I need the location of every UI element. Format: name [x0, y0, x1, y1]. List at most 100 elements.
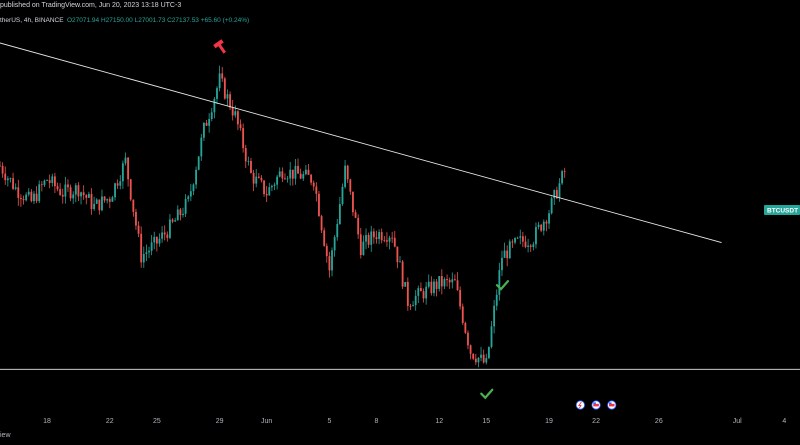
time-axis[interactable]: 18 22 25 29 Jun 5 8 12 15 19 22 26 Jul 4: [43, 418, 786, 425]
candle-body: [495, 294, 498, 306]
candle-body: [242, 128, 245, 149]
candle-body: [472, 353, 475, 359]
candle-body: [467, 332, 469, 346]
candle-body: [108, 199, 111, 202]
candle-body: [268, 187, 271, 196]
candle-body: [260, 177, 263, 181]
candle-body: [17, 187, 20, 198]
x-tick-label: 26: [655, 418, 663, 425]
candle-body: [420, 288, 422, 292]
candle-body: [231, 107, 234, 116]
candle-body: [140, 233, 143, 263]
candle-body: [166, 234, 169, 238]
last-price-tag-label: BTCUSDT: [767, 208, 798, 215]
candle-body: [529, 245, 532, 247]
candle-body: [255, 176, 258, 184]
candle-body: [281, 171, 284, 179]
candle-body: [161, 232, 164, 239]
candle-body: [359, 234, 362, 256]
candle-body: [519, 236, 522, 238]
candle-body: [325, 245, 328, 257]
x-tick-label: 12: [435, 418, 443, 425]
candle-body: [555, 190, 558, 199]
candle-body: [213, 98, 216, 113]
candle-body: [414, 295, 417, 306]
candle-body: [440, 276, 443, 287]
candle-body: [22, 199, 25, 201]
candle-body: [333, 237, 336, 251]
candle-body: [234, 111, 237, 116]
candle-body: [208, 119, 211, 126]
candle-body: [273, 184, 276, 186]
candle-body: [179, 209, 182, 216]
candle-body: [48, 180, 51, 183]
candle-body: [116, 183, 119, 186]
candle-body: [223, 78, 226, 99]
candle-body: [182, 213, 184, 216]
x-tick-label: 19: [545, 418, 553, 425]
candle-body: [103, 196, 106, 201]
candle-body: [501, 257, 503, 271]
candle-body: [553, 190, 556, 199]
candle-body: [289, 169, 292, 179]
drawings-layer: [0, 42, 800, 370]
candle-body: [46, 180, 48, 181]
candle-body: [286, 178, 289, 180]
candle-body: [124, 157, 127, 164]
candle-body: [391, 237, 394, 239]
candle-body: [12, 178, 14, 189]
published-caption: published on TradingView.com, Jun 20, 20…: [0, 2, 182, 9]
candle-body: [304, 169, 307, 175]
candle-body: [346, 165, 349, 180]
lightning-icon: [575, 400, 585, 410]
candle-body: [6, 178, 9, 181]
candle-body: [338, 204, 341, 224]
candle-body: [229, 94, 231, 108]
candle-body: [315, 186, 318, 194]
candle-body: [174, 220, 177, 222]
candle-body: [153, 236, 156, 243]
candle-body: [542, 221, 545, 231]
candle-body: [456, 280, 459, 290]
buy-signal-checkmark-icon: [480, 388, 494, 400]
candle-body: [250, 160, 252, 173]
tradingview-brand: iew: [0, 432, 11, 439]
candle-body: [535, 227, 537, 245]
candle-body: [307, 169, 310, 175]
x-tick-label: Jul: [733, 418, 742, 425]
x-tick-label: 18: [43, 418, 51, 425]
candle-body: [527, 245, 530, 247]
markers-layer: [213, 39, 617, 410]
candle-body: [299, 173, 302, 179]
candle-body: [20, 197, 22, 200]
candle-body: [265, 194, 268, 196]
candle-body: [469, 345, 472, 354]
candle-body: [38, 184, 41, 202]
candle-body: [284, 178, 286, 180]
candle-body: [14, 187, 17, 189]
candle-body: [508, 241, 511, 259]
candle-body: [74, 185, 77, 195]
candle-body: [480, 354, 482, 358]
candle-body: [477, 357, 480, 363]
candle-body: [30, 191, 33, 202]
candle-body: [357, 217, 360, 235]
candle-body: [135, 211, 137, 226]
symbol-info[interactable]: therUS, 4h, BINANCE: [0, 17, 64, 24]
candle-body: [127, 157, 130, 180]
candle-body: [187, 196, 190, 200]
candle-body: [537, 224, 540, 228]
candle-body: [101, 196, 103, 211]
candle-body: [4, 173, 7, 181]
candle-body: [197, 156, 200, 170]
candle-body: [82, 192, 85, 196]
candle-body: [145, 252, 148, 254]
candle-body: [150, 242, 153, 251]
candle-body: [33, 193, 35, 202]
candle-body: [498, 270, 501, 295]
candle-body: [263, 180, 265, 195]
sell-signal-icon: [213, 39, 226, 54]
candle-body: [87, 193, 90, 198]
candle-body: [558, 183, 561, 199]
